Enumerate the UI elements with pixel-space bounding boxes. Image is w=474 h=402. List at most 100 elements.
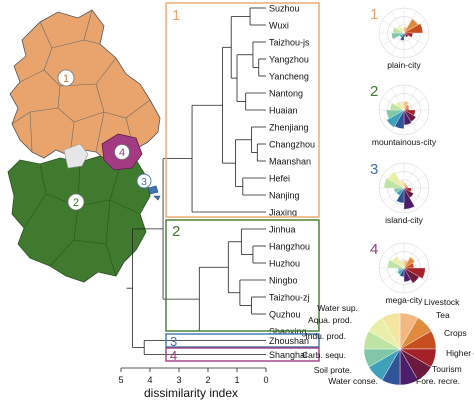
city-label: Shanghai	[269, 350, 307, 360]
cluster-box-1	[165, 2, 320, 218]
cluster-label-2: 2	[172, 223, 180, 240]
dendrogram-axis: 5 4 3 2 1 0	[118, 367, 269, 385]
rose-wedge	[400, 260, 405, 269]
rose-plot: 1 plain-city	[370, 6, 430, 70]
city-label: Ningbo	[269, 276, 298, 286]
axis-tick-label: 4	[147, 375, 152, 385]
rose-plot: 2 mountainous-city	[370, 83, 437, 147]
rose-number: 1	[370, 6, 378, 23]
city-label: Zhenjiang	[269, 123, 309, 133]
axis-tick-label: 2	[205, 375, 210, 385]
legend-label: Carb. sequ.	[302, 350, 346, 360]
axis-tick-label: 0	[263, 375, 268, 385]
cluster-box-3	[165, 333, 320, 348]
map-region-plain	[9, 9, 161, 163]
city-label: Quzhou	[269, 310, 301, 320]
legend-label: Tourism	[432, 364, 462, 374]
rose-wedge	[400, 102, 405, 111]
rose-wedge	[403, 267, 426, 279]
rose-wedge	[403, 267, 412, 282]
rose-wedge	[391, 32, 405, 40]
city-label: Taizhou-js	[269, 38, 310, 48]
map-badge-2: 2	[67, 193, 85, 211]
city-label: Nanjing	[269, 191, 300, 201]
cluster-box-2	[165, 219, 320, 332]
map-region-island	[147, 185, 161, 201]
rose-wedge	[401, 27, 405, 34]
legend-label: Water conse.	[328, 376, 378, 386]
cluster-label-1: 1	[172, 7, 180, 24]
rose-plot: 4 mega-city	[370, 241, 430, 305]
rose-wedge	[395, 101, 405, 111]
rose-title: mountainous-city	[372, 137, 437, 147]
map-badge-1: 1	[57, 69, 75, 87]
map-grey-area	[63, 143, 89, 169]
rose-wedge	[397, 26, 405, 34]
rose-wedge	[392, 27, 405, 34]
rose-plot: 3 island-city	[370, 161, 430, 225]
city-label: Yangzhou	[269, 55, 309, 65]
rose-number: 2	[370, 83, 378, 100]
legend-label: Water sup.	[317, 303, 358, 313]
city-label: Hangzhou	[269, 242, 310, 252]
city-label: Taizhou-zj	[269, 293, 310, 303]
rose-wedge	[387, 171, 405, 189]
rose-wedge	[390, 102, 405, 111]
city-label: Yancheng	[269, 72, 309, 82]
rose-wedge	[403, 256, 416, 269]
legend-label: Tea	[436, 310, 450, 320]
legend-wedge	[381, 312, 401, 350]
region-map: 1 2 3 4	[7, 9, 161, 283]
svg-text:3: 3	[141, 177, 147, 188]
city-label: Suzhou	[269, 4, 300, 14]
axis-label: dissimilarity index	[144, 386, 238, 400]
rose-wedge	[391, 255, 405, 269]
rose-title: plain-city	[387, 60, 421, 70]
rose-wedge	[396, 187, 405, 204]
city-label: Zhoushan	[269, 336, 309, 346]
rose-title: mega-city	[386, 295, 424, 305]
cluster-box-4	[165, 347, 320, 362]
legend-rose: Water sup. Aqua. prod. Indu. prod. Carb. se…	[302, 297, 474, 386]
city-label: Wuxi	[269, 21, 289, 31]
rose-title: island-city	[385, 215, 424, 225]
city-label: Maanshan	[269, 157, 311, 167]
map-badge-3: 3	[136, 173, 152, 189]
legend-label: Fore. recre.	[416, 376, 460, 386]
dendrogram: Suzhou Wuxi Taizhou-js Yangzhou Yancheng Nant…	[126, 4, 315, 360]
rose-wedge	[403, 267, 420, 284]
axis-tick-label: 3	[176, 375, 181, 385]
legend-label: Indu. prod.	[305, 331, 346, 341]
rose-wedge	[403, 32, 409, 38]
rose-wedge	[400, 180, 405, 189]
svg-text:2: 2	[73, 197, 79, 209]
svg-text:1: 1	[63, 73, 69, 85]
city-label: Hefei	[269, 174, 290, 184]
map-region-mountainous	[7, 155, 151, 283]
cluster-label-4: 4	[170, 348, 177, 363]
rose-wedge	[386, 109, 405, 128]
rose-wedge	[386, 109, 405, 119]
rose-number: 3	[370, 161, 378, 178]
legend-label: Livestock	[424, 297, 460, 307]
rose-wedge	[403, 187, 415, 210]
city-label: Changzhou	[269, 140, 315, 150]
rose-wedge	[387, 259, 405, 269]
city-label: Huaian	[269, 106, 298, 116]
axis-tick-label: 1	[234, 375, 239, 385]
rose-number: 4	[370, 241, 378, 258]
rose-plots: 1 plain-city 2 mountainous-city 3 island-city…	[370, 6, 437, 305]
cluster-label-3: 3	[170, 334, 177, 349]
rose-wedge	[403, 104, 410, 111]
city-label: Nantong	[269, 89, 303, 99]
city-label: Jiaxing	[269, 208, 297, 218]
legend-label: Soil prote.	[314, 365, 352, 375]
svg-text:4: 4	[119, 147, 125, 159]
rose-wedge	[397, 267, 405, 275]
rose-wedge	[403, 23, 423, 34]
city-label: Huzhou	[269, 259, 300, 269]
rose-wedge	[383, 177, 405, 189]
map-district-lines	[11, 9, 151, 157]
legend-label: Higher edu.	[446, 348, 474, 358]
